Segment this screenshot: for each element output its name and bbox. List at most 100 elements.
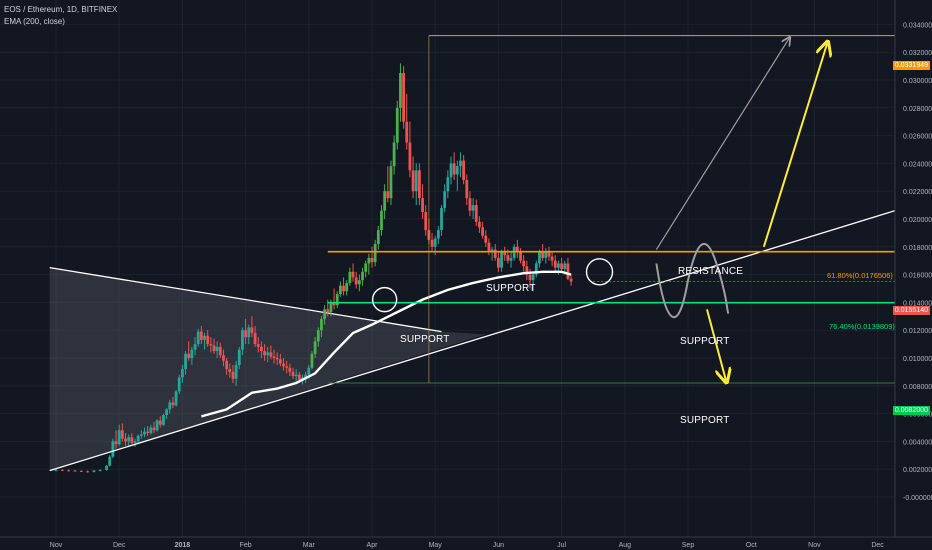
candle-body	[165, 409, 168, 415]
candle-body	[120, 430, 124, 439]
candle-body	[424, 212, 428, 231]
candle-body	[133, 441, 137, 443]
candle-body	[395, 107, 399, 143]
candle-body	[405, 121, 409, 143]
time-axis[interactable]: Nov Dec 2018 Feb Mar Apr May Jun Jul Aug Sep Oct Nov…	[0, 536, 932, 549]
resistance-label: RESISTANCE	[678, 266, 744, 277]
candle-body	[193, 344, 197, 350]
time-tick-label: Oct	[746, 542, 757, 549]
candle-body	[452, 163, 456, 175]
highlight-circle-2	[585, 258, 614, 286]
candle-body	[455, 166, 459, 175]
candle-body	[354, 277, 358, 285]
candle-body	[436, 230, 440, 239]
candle-body	[263, 351, 266, 356]
candle-body	[471, 205, 475, 211]
candle-body	[149, 427, 153, 434]
candle-body	[127, 437, 131, 442]
candle-body	[348, 271, 352, 283]
candle-body	[285, 366, 289, 368]
candle-body	[212, 345, 216, 352]
candle-body	[111, 441, 115, 457]
candle-body	[484, 235, 488, 243]
candle-body	[493, 249, 497, 258]
candle-body	[563, 263, 567, 270]
candle-body	[256, 344, 260, 347]
time-tick-label: Dec	[871, 542, 884, 549]
candle-body	[114, 441, 118, 445]
candle-body	[522, 260, 526, 267]
candle-body	[399, 73, 402, 108]
candle-body	[421, 198, 424, 213]
time-tick-label: Apr	[367, 542, 379, 549]
triangle-fill	[49, 267, 486, 471]
fib-764-label: 76.40%(0.0139809)	[829, 322, 895, 331]
candle-body	[282, 363, 285, 367]
candle-body	[136, 435, 140, 442]
candle-body	[566, 263, 570, 279]
ema-200-line	[201, 270, 572, 418]
candle-body	[146, 431, 150, 434]
candle-body	[304, 374, 308, 378]
yellow-down-arrow	[705, 309, 726, 380]
candle-body	[266, 352, 270, 356]
fib-618-label: 61.80%(0.0176506)	[827, 271, 893, 280]
candle-body	[105, 465, 108, 470]
candle-body	[117, 430, 121, 445]
candle-body	[342, 285, 345, 292]
candle-body	[241, 330, 244, 350]
candle-body	[98, 469, 102, 471]
candle-body	[547, 252, 551, 257]
candle-body	[367, 257, 371, 264]
candle-body	[108, 456, 112, 466]
candle-body	[380, 210, 383, 231]
candle-body	[187, 353, 191, 358]
support-label-mid: SUPPORT	[680, 336, 730, 347]
candle-body	[177, 377, 181, 392]
time-tick-label: 2018	[175, 542, 191, 549]
candle-body	[560, 263, 563, 270]
candle-body	[260, 346, 263, 352]
candle-body	[478, 221, 481, 228]
candle-body	[462, 160, 466, 181]
candle-body	[231, 371, 235, 379]
candle-body	[152, 427, 156, 431]
candle-body	[272, 356, 276, 358]
candlestick-series	[54, 63, 573, 473]
rising-trendline	[49, 210, 896, 472]
candle-body	[557, 263, 560, 268]
drawing-overlays	[49, 36, 896, 472]
time-tick-label: Aug	[619, 542, 632, 549]
candle-body	[143, 431, 146, 435]
candle-body	[307, 367, 311, 375]
candle-body	[389, 166, 393, 199]
candle-body	[506, 255, 510, 261]
candle-body	[60, 469, 64, 471]
indicator-legend[interactable]: EMA (200, close)	[4, 17, 65, 26]
candle-body	[326, 309, 330, 313]
candle-body	[203, 335, 206, 340]
candle-body	[402, 73, 405, 122]
candle-body	[351, 271, 355, 278]
price-tick-label: 0.0360000	[903, 0, 932, 2]
candle-body	[168, 402, 172, 410]
candle-body	[443, 191, 447, 208]
candle-body	[468, 198, 472, 211]
candle-body	[67, 470, 71, 472]
candle-body	[525, 266, 529, 275]
candle-body	[481, 227, 484, 236]
candle-body	[294, 374, 298, 377]
candle-body	[225, 360, 229, 370]
candle-body	[459, 160, 462, 167]
candle-body	[519, 252, 522, 261]
candle-body	[209, 344, 213, 346]
gray-projection-arrow	[655, 38, 789, 250]
